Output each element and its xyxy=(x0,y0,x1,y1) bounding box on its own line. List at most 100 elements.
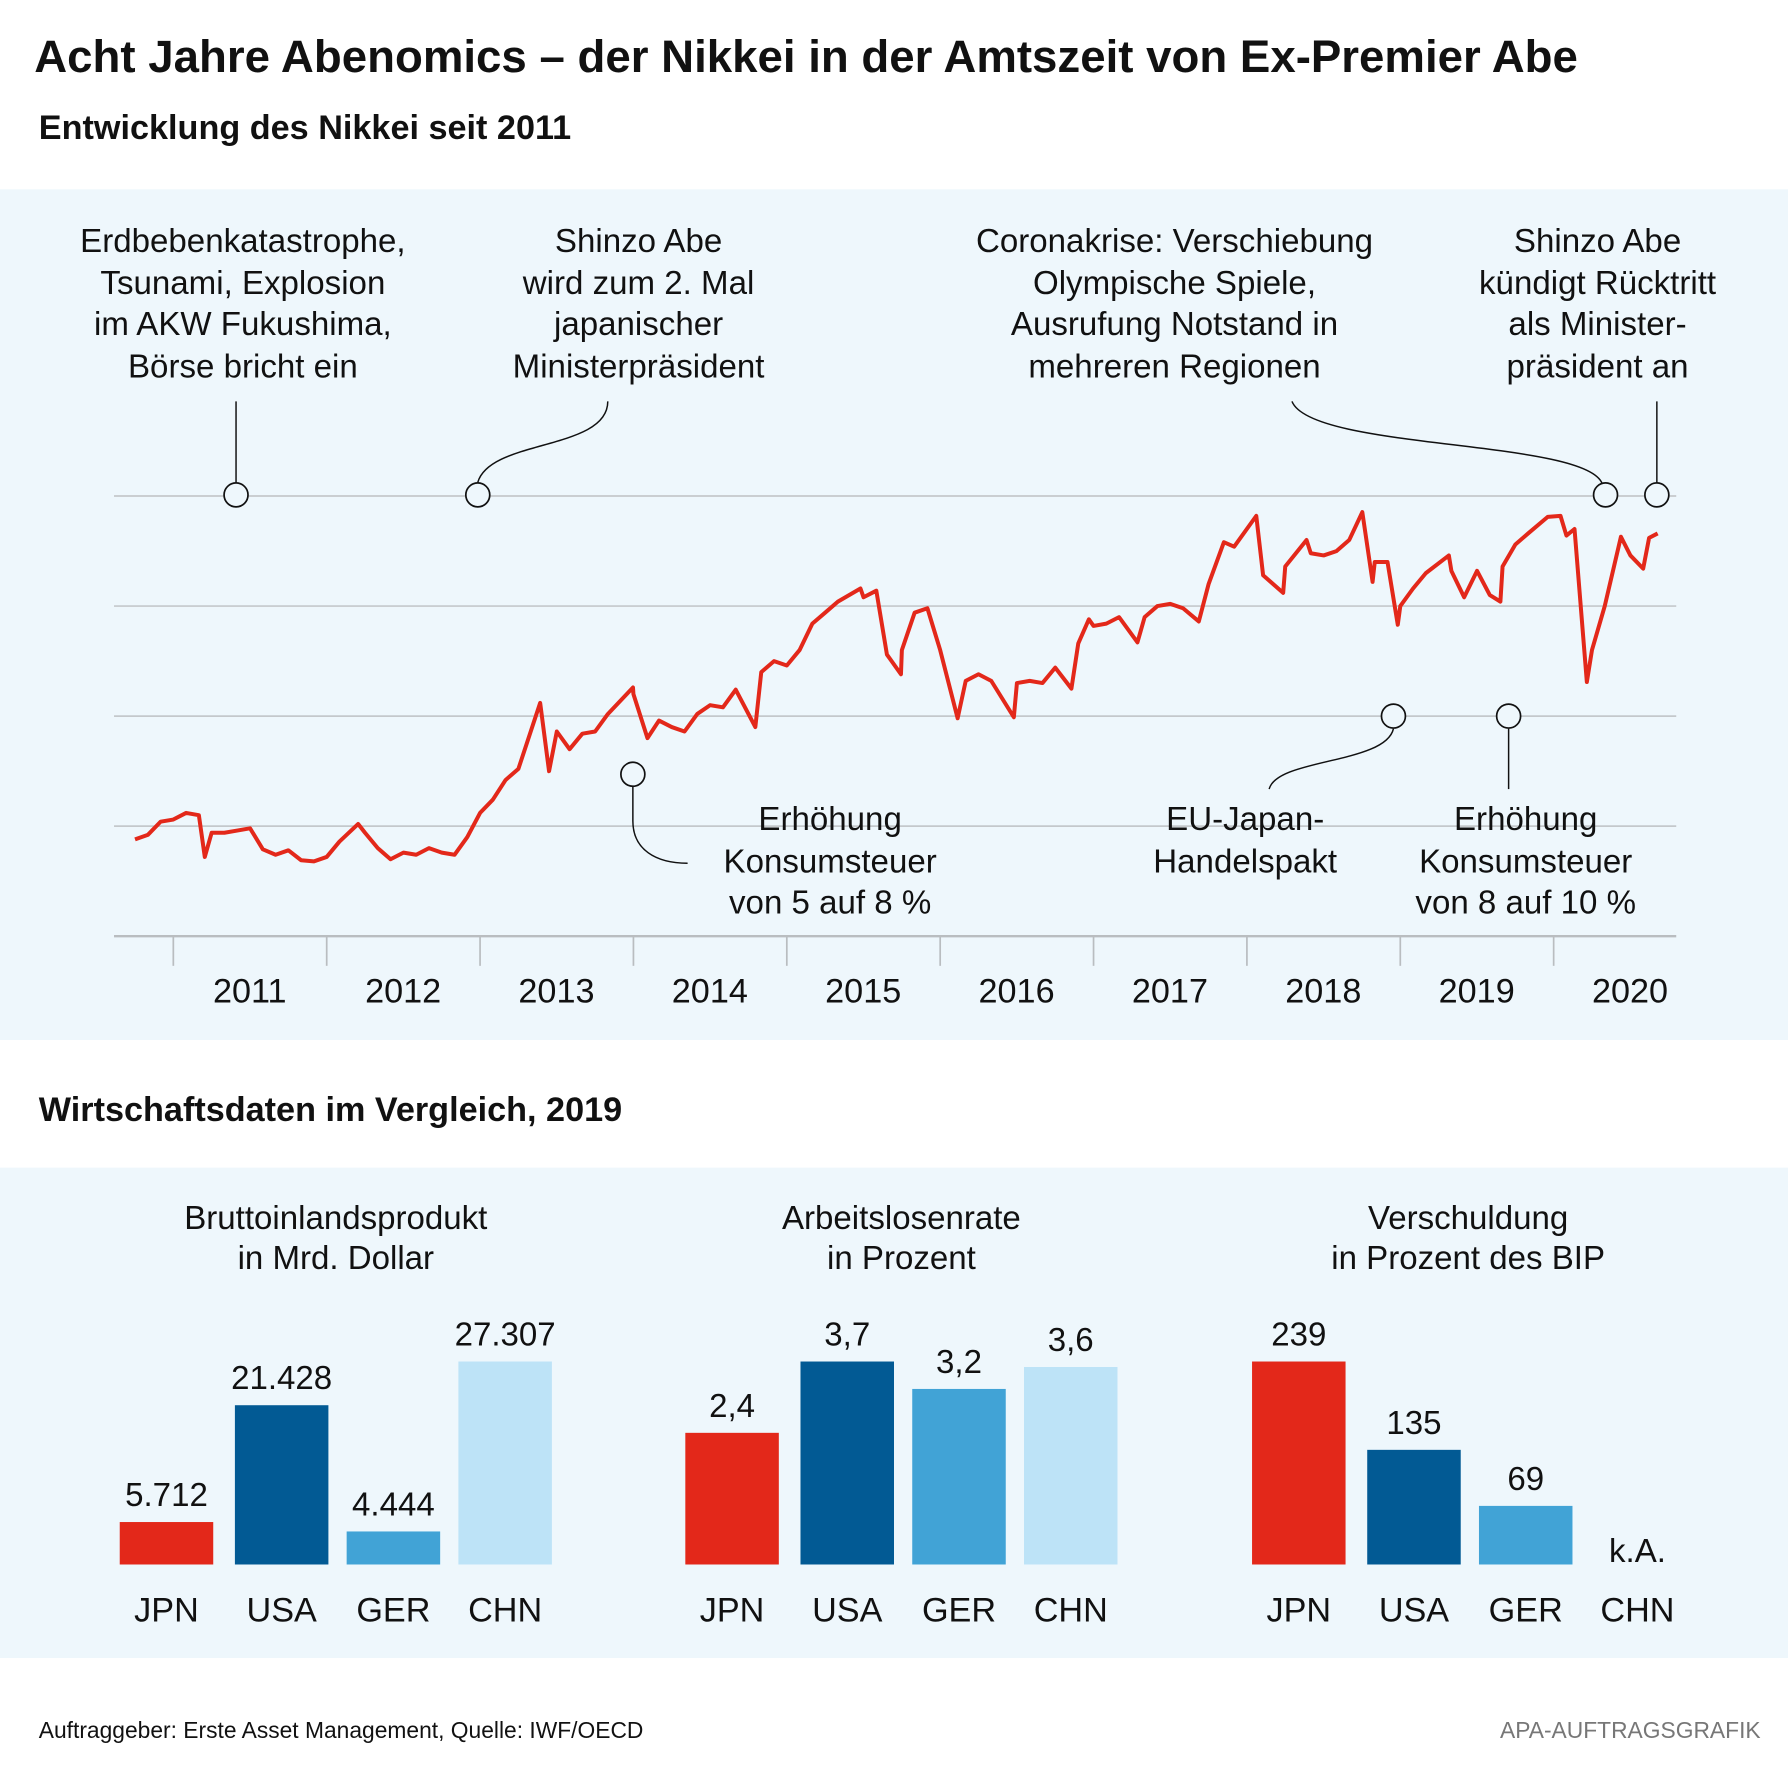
bar-value-label: 2,4 xyxy=(709,1388,755,1425)
event-marker xyxy=(464,482,491,508)
bar-category-label: GER xyxy=(356,1592,430,1630)
bar-jpn xyxy=(1252,1361,1346,1565)
bar-value-label: k.A. xyxy=(1609,1533,1666,1570)
annotation-line: mehreren Regionen xyxy=(1028,348,1321,385)
annotation-line: Coronakrise: Verschiebung xyxy=(975,223,1374,260)
bar-value-label: 239 xyxy=(1271,1317,1326,1354)
annotation-line: Konsumsteuer xyxy=(723,843,937,880)
event-marker xyxy=(1644,482,1670,508)
bar-value-label: 135 xyxy=(1386,1405,1441,1442)
x-tick-label: 2020 xyxy=(1592,972,1668,1010)
x-tick-label: 2019 xyxy=(1439,972,1515,1010)
section-title-nikkei: Entwicklung des Nikkei seit 2011 xyxy=(38,109,572,148)
event-marker xyxy=(1495,703,1522,729)
event-marker xyxy=(1380,703,1407,729)
bar-value-label: 27.307 xyxy=(455,1317,556,1354)
bar-category-label: JPN xyxy=(1267,1592,1332,1630)
annotation-line: Tsunami, Explosion xyxy=(100,265,386,302)
annotation-line: Olympische Spiele, xyxy=(1032,265,1317,302)
bar-category-label: GER xyxy=(1489,1592,1563,1630)
bar-category-label: USA xyxy=(247,1592,317,1630)
bar-usa xyxy=(234,1405,329,1565)
source-note: Auftraggeber: Erste Asset Management, Qu… xyxy=(38,1718,644,1744)
annotation-tax-2019: Erhöhung Konsumsteuer von 8 auf 10 % xyxy=(1415,799,1636,924)
annotation-line: Konsumsteuer xyxy=(1419,843,1633,880)
bar-ger xyxy=(912,1388,1006,1565)
annotation-line: als Minister- xyxy=(1508,306,1687,344)
x-tick-label: 2013 xyxy=(518,972,594,1010)
annotation-line: Börse bricht ein xyxy=(127,348,358,385)
bar-usa xyxy=(800,1361,894,1565)
annotation-abe-resignation: Shinzo Abe kündigt Rücktritt als Ministe… xyxy=(1479,221,1716,387)
x-tick-label: 2012 xyxy=(365,972,441,1010)
section-title-economy: Wirtschaftsdaten im Vergleich, 2019 xyxy=(38,1091,623,1129)
annotation-line: Shinzo Abe xyxy=(1513,223,1682,260)
annotation-line: präsident an xyxy=(1506,348,1689,385)
annotation-tax-2014: Erhöhung Konsumsteuer von 5 auf 8 % xyxy=(724,799,937,924)
bar-value-label: 3,6 xyxy=(1048,1322,1094,1359)
bar-value-label: 5.712 xyxy=(125,1477,208,1514)
annotation-abe-second-term: Shinzo Abe wird zum 2. Mal japanischer M… xyxy=(513,221,765,387)
annotation-line: wird zum 2. Mal xyxy=(522,265,755,302)
bar-category-label: JPN xyxy=(134,1592,199,1630)
nikkei-panel xyxy=(0,189,1788,1040)
annotation-line: kündigt Rücktritt xyxy=(1479,265,1717,302)
bar-category-label: CHN xyxy=(468,1592,542,1630)
bar-value-label: 3,2 xyxy=(936,1344,982,1381)
bar-value-label: 21.428 xyxy=(231,1360,332,1397)
bar-chart-subtitle: in Prozent xyxy=(827,1240,976,1277)
bar-category-label: GER xyxy=(922,1592,996,1630)
bar-chart-title: Bruttoinlandsprodukt xyxy=(184,1200,487,1237)
bar-usa xyxy=(1367,1449,1461,1565)
annotation-line: EU-Japan- xyxy=(1166,801,1325,839)
annotation-line: japanischer xyxy=(553,306,724,344)
annotation-line: Erhöhung xyxy=(1453,801,1598,839)
bar-chart-subtitle: in Prozent des BIP xyxy=(1331,1240,1605,1277)
bar-chn xyxy=(458,1361,552,1565)
annotation-line: Erhöhung xyxy=(758,801,902,839)
annotation-line: Ministerpräsident xyxy=(512,348,765,385)
x-tick-label: 2017 xyxy=(1132,972,1208,1010)
bar-value-label: 4.444 xyxy=(352,1486,435,1523)
bar-chart-title: Arbeitslosenrate xyxy=(782,1200,1021,1237)
nikkei-series-line xyxy=(134,510,1659,864)
annotation-line: im AKW Fukushima, xyxy=(94,306,392,344)
connector-abe-second-term xyxy=(477,401,609,483)
annotation-line: Erdbebenkatastrophe, xyxy=(80,223,406,260)
annotation-line: Shinzo Abe xyxy=(554,223,723,260)
annotation-line: von 5 auf 8 % xyxy=(729,884,932,922)
event-marker xyxy=(1592,482,1619,508)
bar-chart-subtitle: in Mrd. Dollar xyxy=(238,1240,435,1277)
bar-category-label: USA xyxy=(812,1592,882,1630)
bar-value-label: 3,7 xyxy=(824,1317,870,1354)
bar-ger xyxy=(346,1531,441,1565)
connector-corona xyxy=(1291,401,1603,484)
bar-category-label: CHN xyxy=(1600,1592,1674,1630)
annotation-line: Handelspakt xyxy=(1153,843,1338,880)
x-tick-label: 2014 xyxy=(672,972,748,1010)
bar-category-label: USA xyxy=(1379,1592,1449,1630)
bar-jpn xyxy=(685,1432,779,1565)
bar-value-label: 69 xyxy=(1507,1461,1544,1498)
annotation-eu-japan: EU-Japan- Handelspakt xyxy=(1153,799,1337,882)
bar-category-label: CHN xyxy=(1034,1592,1108,1630)
annotation-line: von 8 auf 10 % xyxy=(1415,884,1637,922)
event-marker xyxy=(223,482,249,508)
nikkei-line-chart: 2011 2012 2013 2014 2015 2016 2017 2018 2019 2020 xyxy=(114,401,1677,1010)
x-tick-label: 2016 xyxy=(979,972,1055,1010)
page-title: Acht Jahre Abenomics – der Nikkei in der… xyxy=(34,31,1578,83)
x-tick-label: 2015 xyxy=(825,972,901,1010)
bar-chart-title: Verschuldung xyxy=(1368,1200,1568,1237)
connector-eu-japan xyxy=(1268,728,1395,790)
annotation-fukushima: Erdbebenkatastrophe, Tsunami, Explosion … xyxy=(80,221,405,387)
bar-category-label: JPN xyxy=(700,1592,765,1630)
bar-jpn xyxy=(119,1522,214,1565)
credit-note: APA-AUFTRAGSGRAFIK xyxy=(1500,1718,1761,1744)
bar-chn xyxy=(1023,1367,1118,1565)
connector-tax-2014 xyxy=(632,786,688,864)
bar-ger xyxy=(1478,1505,1573,1565)
x-tick-label: 2011 xyxy=(213,972,287,1010)
annotation-corona: Coronakrise: Verschiebung Olympische Spi… xyxy=(976,221,1373,387)
annotation-line: Ausrufung Notstand in xyxy=(1010,306,1339,344)
